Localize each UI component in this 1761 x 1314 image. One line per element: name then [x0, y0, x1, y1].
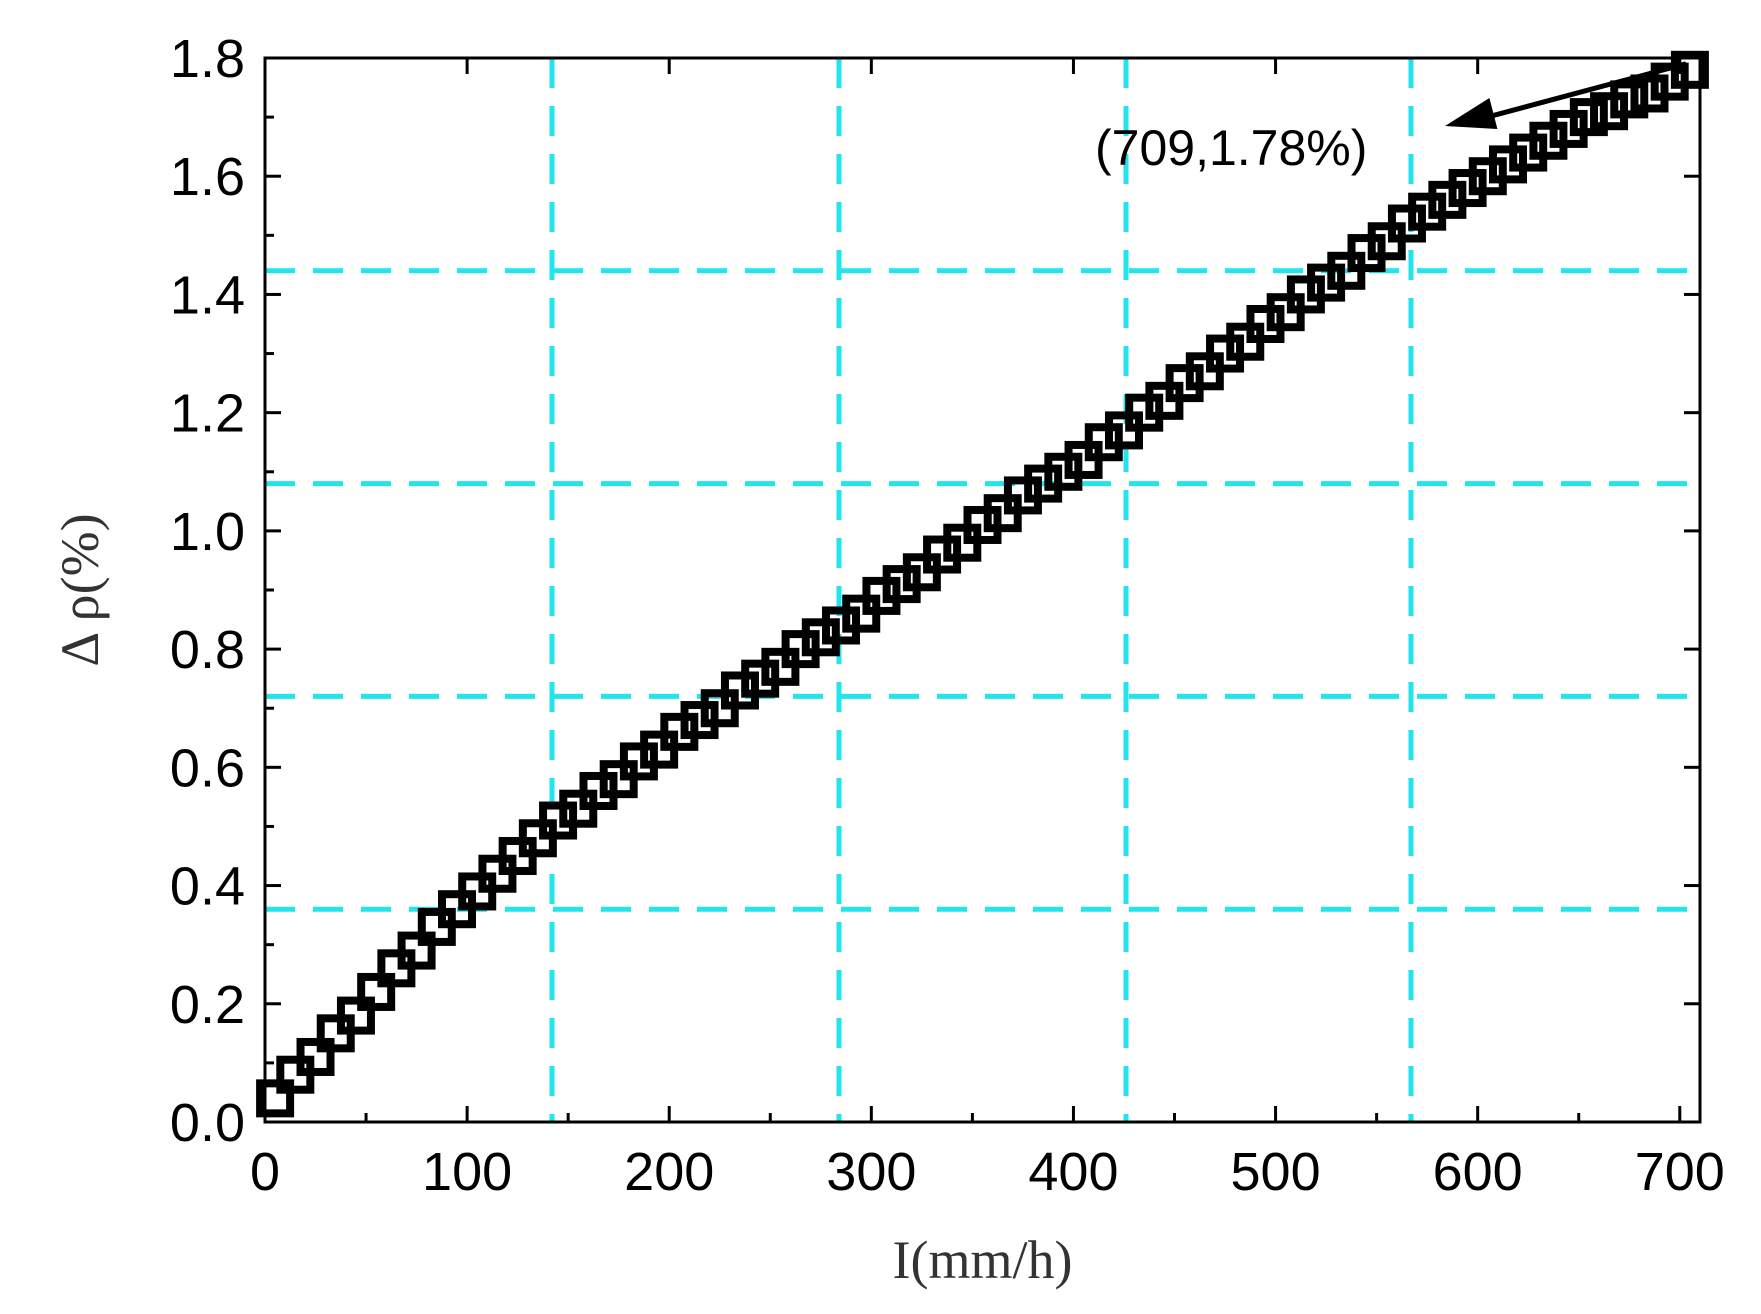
y-tick-labels: 0.0 0.2 0.4 0.6 0.8 1.0 1.2 1.4 1.6 1.8	[170, 29, 245, 1153]
axis-ticks	[263, 56, 1700, 1124]
x-tick-label: 300	[826, 1142, 916, 1202]
reference-lines	[265, 58, 1700, 1122]
annotation: (709,1.78%)	[1095, 61, 1687, 176]
x-tick-label: 700	[1635, 1142, 1725, 1202]
data-point	[296, 1037, 335, 1076]
y-tick-label: 1.8	[170, 29, 245, 89]
data-point	[336, 996, 375, 1035]
y-tick-label: 1.2	[170, 384, 245, 444]
data-point	[256, 1079, 295, 1118]
y-tick-label: 0.6	[170, 738, 245, 798]
y-tick-label: 1.4	[170, 265, 245, 325]
data-point	[1569, 98, 1608, 137]
x-axis-label: I(mm/h)	[893, 1230, 1073, 1290]
annotation-label: (709,1.78%)	[1095, 120, 1367, 176]
y-tick-label: 0.2	[170, 975, 245, 1035]
data-point	[357, 972, 396, 1011]
x-tick-label: 200	[624, 1142, 714, 1202]
y-tick-label: 1.0	[170, 502, 245, 562]
data-point	[1670, 50, 1709, 89]
data-point	[397, 931, 436, 970]
x-tick-labels: 0 100 200 300 400 500 600 700	[250, 1142, 1725, 1202]
y-tick-label: 0.4	[170, 857, 245, 917]
y-tick-label: 1.6	[170, 147, 245, 207]
annotation-arrowhead	[1445, 98, 1498, 130]
data-markers	[256, 50, 1709, 1118]
x-tick-label: 400	[1028, 1142, 1118, 1202]
x-tick-label: 0	[250, 1142, 280, 1202]
y-tick-label: 0.0	[170, 1093, 245, 1153]
plot-frame	[263, 56, 1702, 1124]
y-axis-label: Δ ρ(%)	[50, 513, 110, 666]
y-tick-label: 0.8	[170, 620, 245, 680]
x-tick-label: 600	[1433, 1142, 1523, 1202]
x-tick-label: 500	[1231, 1142, 1321, 1202]
annotation-arrow	[1468, 61, 1687, 125]
x-tick-label: 100	[422, 1142, 512, 1202]
data-point	[1610, 80, 1649, 119]
